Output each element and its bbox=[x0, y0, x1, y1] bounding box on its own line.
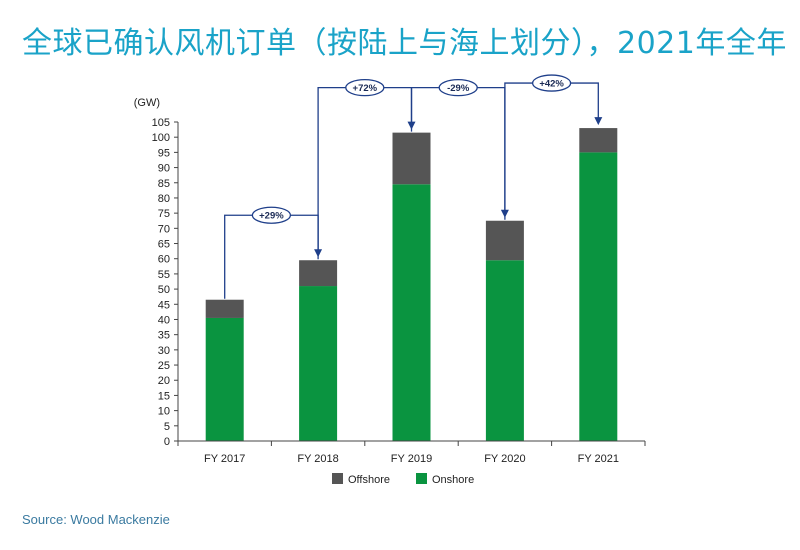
bar-onshore bbox=[299, 286, 338, 441]
change-label: +72% bbox=[353, 83, 378, 94]
y-tick-label: 0 bbox=[164, 436, 170, 448]
page-title: 全球已确认风机订单（按陆上与海上划分），2021年全年 bbox=[22, 26, 787, 61]
bar-offshore bbox=[392, 132, 431, 185]
change-badge bbox=[438, 78, 478, 97]
y-tick-label: 40 bbox=[158, 314, 170, 326]
legend-swatch-onshore bbox=[416, 473, 427, 484]
y-tick-label: 45 bbox=[158, 299, 170, 311]
change-badge bbox=[345, 78, 385, 97]
legend-label-offshore: Offshore bbox=[348, 474, 390, 486]
y-tick-label: 25 bbox=[158, 360, 170, 372]
change-badge bbox=[531, 74, 572, 92]
bar-onshore bbox=[485, 260, 524, 441]
y-tick-label: 85 bbox=[158, 178, 170, 190]
y-tick-label: 100 bbox=[152, 132, 170, 144]
y-tick-label: 15 bbox=[158, 390, 170, 402]
x-tick-label: FY 2020 bbox=[484, 453, 525, 465]
y-tick-label: 95 bbox=[158, 147, 170, 159]
y-unit-label: (GW) bbox=[134, 97, 160, 109]
source-note: Source: Wood Mackenzie bbox=[22, 512, 170, 527]
bar-offshore bbox=[299, 260, 338, 287]
bar-onshore bbox=[392, 184, 431, 441]
legend-label-onshore: Onshore bbox=[432, 474, 474, 486]
y-tick-label: 60 bbox=[158, 254, 170, 266]
bar-onshore bbox=[579, 152, 618, 441]
change-label: -29% bbox=[447, 83, 470, 94]
y-tick-label: 70 bbox=[158, 223, 170, 235]
bar-offshore bbox=[205, 299, 244, 318]
y-tick-label: 10 bbox=[158, 406, 170, 418]
y-tick-label: 105 bbox=[152, 117, 170, 129]
y-tick-label: 20 bbox=[158, 375, 170, 387]
change-arrows-layer: +29% +72% -29% +42% bbox=[224, 74, 603, 299]
change-label: +42% bbox=[539, 79, 564, 90]
y-tick-label: 35 bbox=[158, 330, 170, 342]
bar-offshore bbox=[485, 220, 524, 261]
y-tick-label: 65 bbox=[158, 239, 170, 251]
y-tick-label: 30 bbox=[158, 345, 170, 357]
x-tick-label: FY 2021 bbox=[578, 453, 619, 465]
y-tick-label: 55 bbox=[158, 269, 170, 281]
x-axis: FY 2017 FY 2018 FY 2019 FY 2020 FY 2021 bbox=[177, 440, 646, 465]
legend: Offshore Onshore bbox=[332, 473, 474, 486]
y-tick-label: 90 bbox=[158, 163, 170, 175]
bar-offshore bbox=[579, 128, 618, 153]
change-label: +29% bbox=[259, 211, 284, 222]
bars-layer bbox=[205, 128, 618, 441]
x-tick-label: FY 2019 bbox=[391, 453, 432, 465]
y-tick-label: 5 bbox=[164, 421, 170, 433]
bar-onshore bbox=[205, 317, 244, 441]
x-tick-label: FY 2018 bbox=[297, 453, 338, 465]
change-badge bbox=[251, 206, 292, 224]
legend-swatch-offshore bbox=[332, 473, 343, 484]
y-axis: 0 5 10 15 20 25 30 35 40 45 50 55 60 65 70 75 80 85 90 95 10… bbox=[134, 97, 179, 448]
y-tick-label: 50 bbox=[158, 284, 170, 296]
x-tick-label: FY 2017 bbox=[204, 453, 245, 465]
y-tick-label: 80 bbox=[158, 193, 170, 205]
y-tick-label: 75 bbox=[158, 208, 170, 220]
